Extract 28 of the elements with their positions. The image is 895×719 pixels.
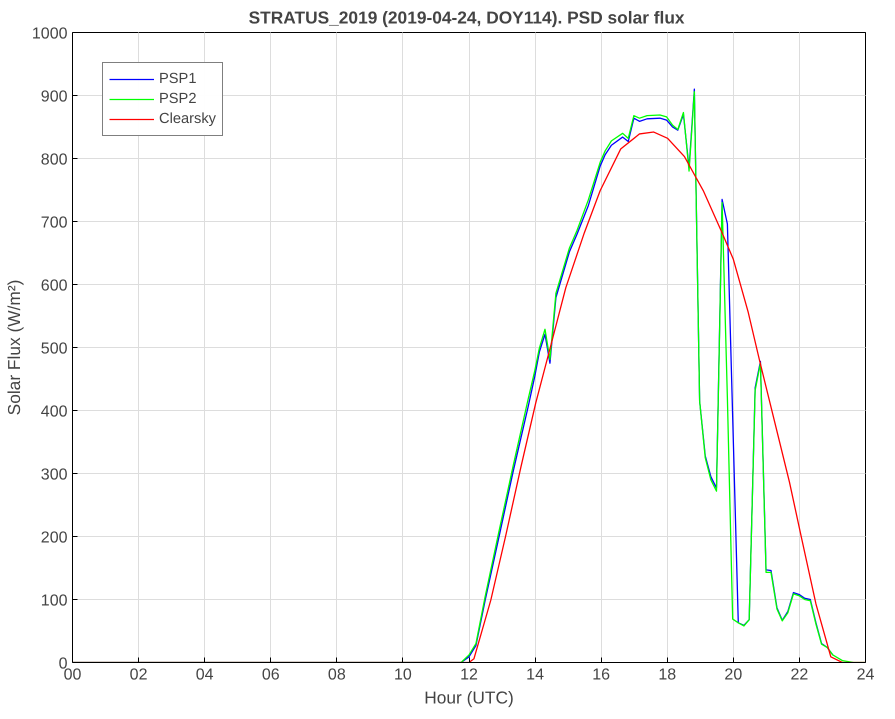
x-tick-label: 20 [724,666,742,684]
x-tick-label: 08 [328,666,346,684]
y-tick-label: 500 [40,340,68,358]
legend-label: Clearsky [159,111,216,127]
x-tick-label: 18 [658,666,676,684]
y-tick-label: 800 [40,152,68,168]
x-tick-label: 12 [460,666,478,684]
y-axis-title: Solar Flux (W/m²) [4,280,24,416]
x-tick-label: 16 [592,666,610,684]
y-tick-label: 400 [40,404,68,420]
chart-title: STRATUS_2019 (2019-04-24, DOY114). PSD solar flux [248,8,685,28]
x-tick-label: 04 [196,666,214,684]
y-tick-label: 200 [40,530,68,546]
y-tick-label: 300 [40,466,68,484]
x-tick-label: 02 [130,666,148,684]
x-axis-title: Hour (UTC) [424,688,514,708]
y-tick-label: 600 [40,278,68,294]
x-tick-label: 14 [526,666,544,684]
legend-label: PSP1 [159,71,196,87]
y-tick-label: 1000 [32,26,68,42]
x-tick-label: 06 [262,666,280,684]
x-tick-label: 24 [856,666,874,684]
y-tick-label: 900 [40,88,68,106]
y-tick-label: 100 [40,592,68,610]
y-tick-label: 700 [40,214,68,232]
legend-label: PSP2 [159,91,196,107]
x-tick-label: 22 [790,666,808,684]
x-tick-label: 10 [394,666,412,684]
